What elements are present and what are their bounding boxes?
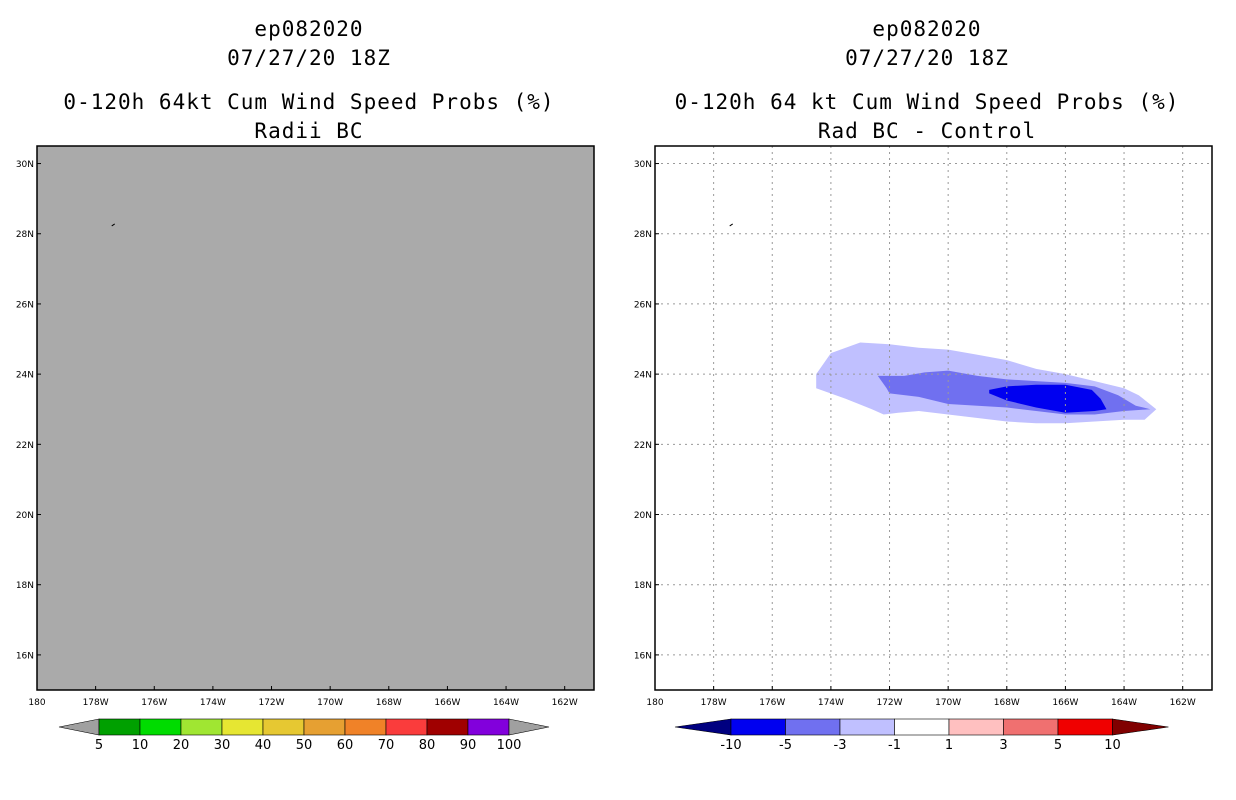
island-mark [111,223,115,227]
y-tick-label: 16N [634,651,652,661]
y-tick-label: 16N [16,651,34,661]
colorbar-label: 1 [945,738,953,753]
storm-id: ep082020 [254,17,364,41]
x-tick-label: 176W [141,698,167,708]
colorbar: 5 10 20 30 40 50 60 70 80 90 100 [58,718,550,753]
colorbar-label: 70 [378,738,395,753]
colorbar-swatch [426,718,469,736]
colorbar-swatch [262,718,305,736]
colorbar-label: 10 [1104,738,1121,753]
colorbar-label: 10 [132,738,149,753]
y-tick-label: 30N [634,160,652,170]
colorbar-swatch [303,718,346,736]
colorbar-label: 30 [214,738,231,753]
plot-frame [654,145,1213,691]
colorbar-arrow-left [58,718,100,736]
x-tick-label: 178W [83,698,109,708]
y-tick-label: 20N [634,511,652,521]
x-tick-label: 172W [876,698,902,708]
y-tick-label: 30N [16,160,34,170]
colorbar-label: 3 [999,738,1007,753]
colorbar-arrow-left [674,718,732,736]
chart-right: 180 178W 176W 174W 172W 170W 168W 166W 164W 162W 3… [634,145,1213,753]
colorbar-label: 80 [419,738,436,753]
y-tick-label: 22N [16,441,34,451]
x-tick-label: 162W [1170,698,1196,708]
chart-left: 180 178W 176W 174W 172W 170W 168W 166W 164W 162W 3… [16,145,595,753]
x-tick-label: 178W [701,698,727,708]
chart-title: 0-120h 64 kt Cum Wind Speed Probs (%) [674,90,1180,114]
colorbar: -10 -5 -3 -1 1 3 5 10 [674,718,1169,753]
y-tick-label: 18N [634,581,652,591]
colorbar-swatch [785,718,841,736]
colorbar-label: -10 [720,738,741,753]
colorbar-label: 5 [1054,738,1062,753]
colorbar-swatch [385,718,428,736]
colorbar-swatch [1057,718,1113,736]
x-tick-label: 174W [200,698,226,708]
field-fill [37,146,594,690]
colorbar-swatch [894,718,950,736]
x-tick-label: 164W [1111,698,1137,708]
left-panel: ep082020 07/27/20 18Z 0-120h 64kt Cum Wi… [16,17,595,753]
colorbar-label: 100 [497,738,522,753]
y-tick-label: 26N [16,300,34,310]
colorbar-swatch [948,718,1004,736]
colorbar-arrow-right [1112,718,1169,736]
colorbar-swatch [344,718,387,736]
chart-title: 0-120h 64kt Cum Wind Speed Probs (%) [63,90,555,114]
y-tick-label: 28N [16,230,34,240]
colorbar-swatch [467,718,510,736]
colorbar-label: -3 [834,738,847,753]
datetime: 07/27/20 18Z [845,46,1009,70]
y-tick-label: 24N [16,371,34,381]
x-tick-label: 180 [28,698,45,708]
y-tick-label: 18N [16,581,34,591]
colorbar-swatch [98,718,141,736]
x-tick-label: 162W [552,698,578,708]
colorbar-swatch [1003,718,1059,736]
x-tick-label: 172W [258,698,284,708]
colorbar-swatch [839,718,895,736]
colorbar-label: 50 [296,738,313,753]
island-mark [729,223,733,227]
y-tick-label: 20N [16,511,34,521]
colorbar-label: -5 [779,738,792,753]
y-tick-label: 24N [634,371,652,381]
x-tick-label: 166W [1052,698,1078,708]
x-tick-label: 164W [493,698,519,708]
y-tick-label: 26N [634,300,652,310]
chart-subtitle: Radii BC [254,119,364,143]
colorbar-arrow-right [508,718,550,736]
colorbar-swatch [180,718,223,736]
colorbar-swatch [139,718,182,736]
colorbar-label: 40 [255,738,272,753]
x-tick-label: 176W [759,698,785,708]
colorbar-swatch [730,718,786,736]
colorbar-label: 20 [173,738,190,753]
x-tick-label: 174W [818,698,844,708]
contour-fill-2 [989,384,1107,413]
colorbar-swatch [221,718,264,736]
x-tick-label: 168W [994,698,1020,708]
storm-id: ep082020 [872,17,982,41]
x-tick-label: 168W [376,698,402,708]
x-tick-label: 180 [646,698,663,708]
x-tick-label: 170W [935,698,961,708]
plot-frame [36,145,595,691]
y-tick-label: 28N [634,230,652,240]
x-tick-label: 166W [434,698,460,708]
colorbar-label: 5 [95,738,103,753]
colorbar-label: 90 [460,738,477,753]
y-tick-label: 22N [634,441,652,451]
colorbar-label: -1 [888,738,901,753]
x-tick-label: 170W [317,698,343,708]
chart-subtitle: Rad BC - Control [817,119,1037,143]
datetime: 07/27/20 18Z [227,46,391,70]
colorbar-label: 60 [337,738,354,753]
right-panel: ep082020 07/27/20 18Z 0-120h 64 kt Cum W… [618,0,1236,800]
